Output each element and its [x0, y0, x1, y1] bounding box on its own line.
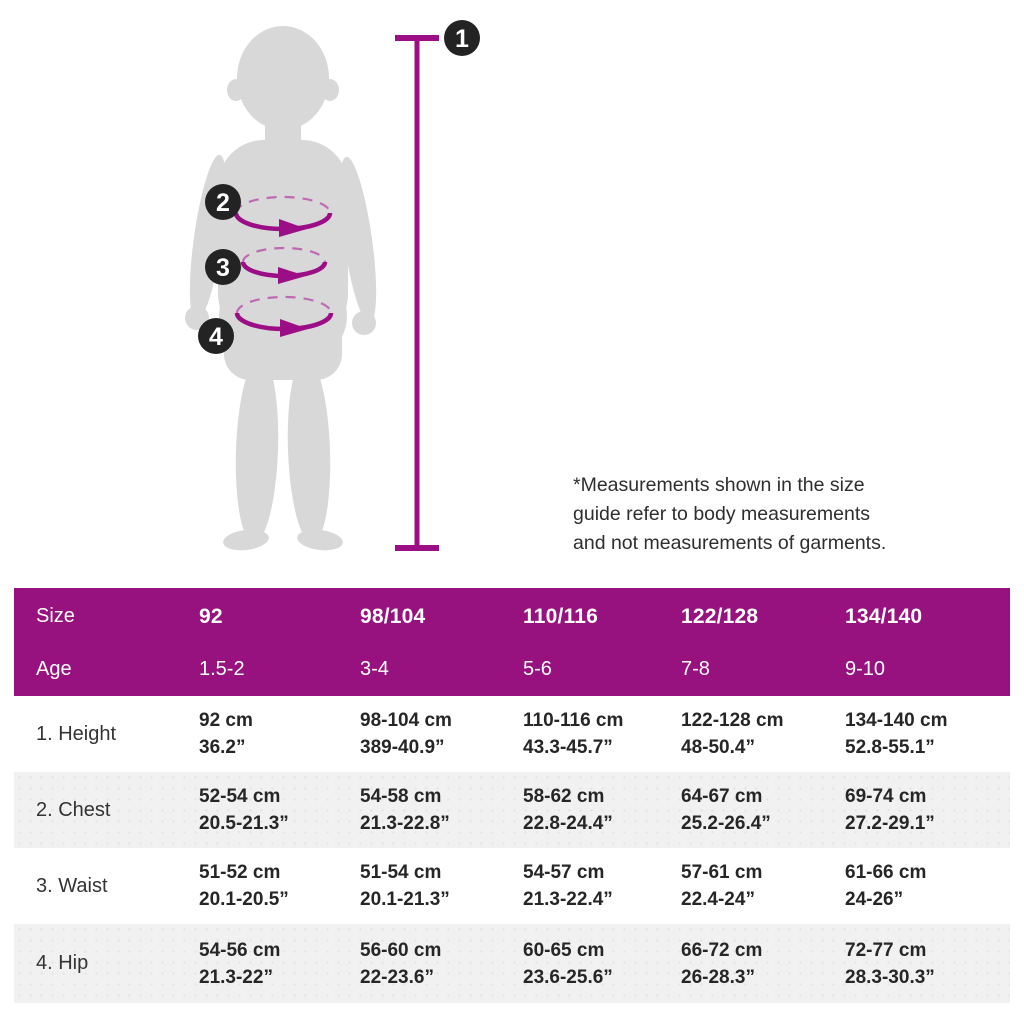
waist-110-116: 54-57 cm 21.3-22.4” [523, 862, 613, 910]
chest-134-140: 69-74 cm 27.2-29.1” [845, 786, 935, 834]
waist-122-128: 57-61 cm 22.4-24” [681, 862, 763, 910]
height-122-128: 122-128 cm 48-50.4” [681, 710, 784, 758]
height-98-104: 98-104 cm 389-40.9” [360, 710, 452, 758]
marker-badge-1: 1 [444, 20, 480, 56]
table-row-height: 1. Height 92 cm 36.2” 98-104 cm 389-40.9… [14, 696, 1010, 772]
table-row-hip: 4. Hip 54-56 cm 21.3-22” 56-60 cm 22-23.… [14, 924, 1010, 1003]
size-col-92: 92 [199, 604, 223, 628]
age-col-2: 3-4 [360, 658, 389, 680]
hip-row-label: 4. Hip [36, 952, 89, 974]
size-header-row: Size 92 98/104 110/116 122/128 134/140 [14, 590, 1010, 643]
age-col-4: 7-8 [681, 658, 710, 680]
chest-98-104: 54-58 cm 21.3-22.8” [360, 786, 450, 834]
height-row-label: 1. Height [36, 722, 117, 745]
marker-2-number: 2 [216, 189, 230, 217]
age-row-label: Age [36, 658, 72, 680]
marker-3-number: 3 [216, 254, 230, 282]
table-body: 1. Height 92 cm 36.2” 98-104 cm 389-40.9… [14, 696, 1010, 1003]
figure-svg: 1 2 3 4 [185, 20, 480, 551]
hip-measure-ellipse [234, 295, 334, 337]
age-col-3: 5-6 [523, 658, 552, 680]
size-col-122-128: 122/128 [681, 604, 759, 628]
marker-1-number: 1 [455, 25, 469, 53]
waist-measure-ellipse [240, 246, 328, 284]
size-row-label: Size [36, 605, 75, 627]
chest-110-116: 58-62 cm 22.8-24.4” [523, 786, 613, 834]
hip-92: 54-56 cm 21.3-22” [199, 939, 281, 988]
waist-row-label: 3. Waist [36, 874, 108, 897]
height-measure-line [395, 35, 439, 551]
age-col-5: 9-10 [845, 658, 886, 680]
marker-badge-3: 3 [205, 249, 241, 285]
hip-arrow-icon [280, 319, 308, 337]
hip-134-140: 72-77 cm 28.3-30.3” [845, 939, 935, 988]
hip-122-128: 66-72 cm 26-28.3” [681, 939, 763, 988]
figure-illustration: 1 2 3 4 [170, 10, 510, 570]
chest-92: 52-54 cm 20.5-21.3” [199, 786, 289, 834]
marker-4-number: 4 [209, 323, 223, 351]
measurements-note: *Measurements shown in the size guide re… [573, 474, 887, 554]
chest-122-128: 64-67 cm 25.2-26.4” [681, 786, 771, 834]
size-col-110-116: 110/116 [523, 604, 598, 628]
age-header-row: Age 1.5-2 3-4 5-6 7-8 9-10 [14, 643, 1010, 696]
child-silhouette [185, 26, 377, 551]
marker-badge-4: 4 [198, 318, 234, 354]
chest-measure-ellipse [233, 195, 333, 237]
size-col-98-104: 98/104 [360, 604, 426, 628]
table-row-chest: 2. Chest 52-54 cm 20.5-21.3” 54-58 cm 21… [14, 772, 1010, 848]
size-col-134-140: 134/140 [845, 604, 923, 628]
waist-134-140: 61-66 cm 24-26” [845, 862, 927, 910]
marker-badge-2: 2 [205, 184, 241, 220]
hip-98-104: 56-60 cm 22-23.6” [360, 939, 442, 988]
waist-arrow-icon [278, 267, 306, 284]
chest-arrow-icon [279, 219, 307, 237]
chest-row-label: 2. Chest [36, 798, 111, 821]
age-col-1: 1.5-2 [199, 658, 245, 680]
table-row-waist: 3. Waist 51-52 cm 20.1-20.5” 51-54 cm 20… [14, 848, 1010, 924]
height-134-140: 134-140 cm 52.8-55.1” [845, 710, 948, 758]
waist-98-104: 51-54 cm 20.1-21.3” [360, 862, 450, 910]
table-header: Size 92 98/104 110/116 122/128 134/140 A… [14, 588, 1010, 696]
hip-110-116: 60-65 cm 23.6-25.6” [523, 939, 613, 988]
height-92: 92 cm 36.2” [199, 710, 253, 758]
height-110-116: 110-116 cm 43.3-45.7” [523, 710, 624, 758]
waist-92: 51-52 cm 20.1-20.5” [199, 862, 289, 910]
size-guide-table: Size 92 98/104 110/116 122/128 134/140 A… [14, 588, 1010, 1003]
